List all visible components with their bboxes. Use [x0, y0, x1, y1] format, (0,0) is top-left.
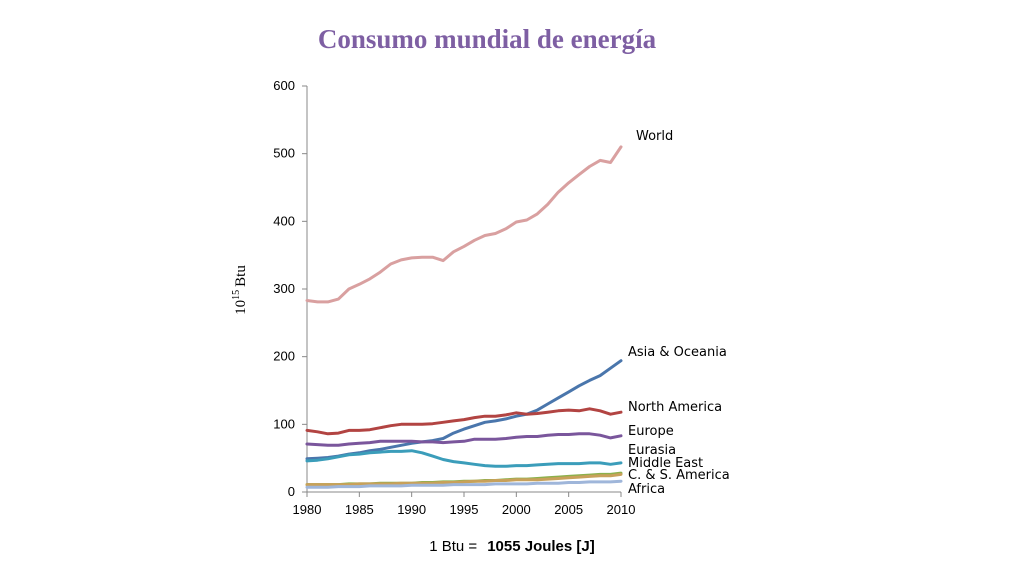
y-tick-label: 200	[273, 349, 295, 364]
series-label-asia-oceania: Asia & Oceania	[628, 345, 727, 360]
x-tick-label: 1995	[450, 502, 479, 517]
y-axis-label-exponent: 15	[231, 290, 242, 300]
y-axis-label-unit: Btu	[233, 265, 249, 287]
y-tick-label: 500	[273, 146, 295, 161]
series-line-africa	[305, 479, 623, 489]
series-line-europe	[305, 432, 623, 447]
x-tick-label: 1980	[293, 502, 322, 517]
x-tick-label: 1985	[345, 502, 374, 517]
series-line-c-s-america	[305, 472, 623, 487]
y-tick-label: 100	[273, 416, 295, 431]
series-label-europe: Europe	[628, 424, 674, 439]
series-line-eurasia	[305, 449, 623, 468]
series-line-north-america	[305, 407, 623, 436]
footnote-value: 1055 Joules [J]	[487, 538, 595, 555]
x-tick-label: 2005	[554, 502, 583, 517]
series-label-africa: Africa	[628, 482, 665, 497]
footnote-prefix: 1 Btu =	[429, 538, 478, 555]
series-label-middle-east: Middle East	[628, 456, 703, 471]
y-axis-label: 1015 Btu	[231, 265, 249, 315]
y-axis-label-base: 10	[233, 300, 249, 315]
y-tick-label: 600	[273, 78, 295, 93]
series-label-north-america: North America	[628, 400, 722, 415]
y-tick-label: 400	[273, 213, 295, 228]
y-tick-label: 300	[273, 281, 295, 296]
y-tick-label: 0	[288, 484, 295, 499]
series-labels: World Asia & Oceania North America Europe Eu…	[628, 129, 730, 497]
series-label-c-s-america: C. & S. America	[628, 468, 730, 483]
chart-title: Consumo mundial de energía	[317, 24, 657, 54]
axes: 0 100 200 300 400 500 600 1980 1985 1990 1995 2000 2…	[273, 78, 635, 517]
footnote: 1 Btu = 1055 Joules [J]	[0, 538, 1024, 555]
x-tick-label: 1990	[397, 502, 426, 517]
series-label-world: World	[636, 129, 673, 144]
x-tick-label: 2000	[502, 502, 531, 517]
x-tick-label: 2010	[607, 502, 636, 517]
series-label-eurasia: Eurasia	[628, 443, 676, 458]
series-line-world	[305, 145, 623, 304]
series-lines	[305, 145, 623, 489]
